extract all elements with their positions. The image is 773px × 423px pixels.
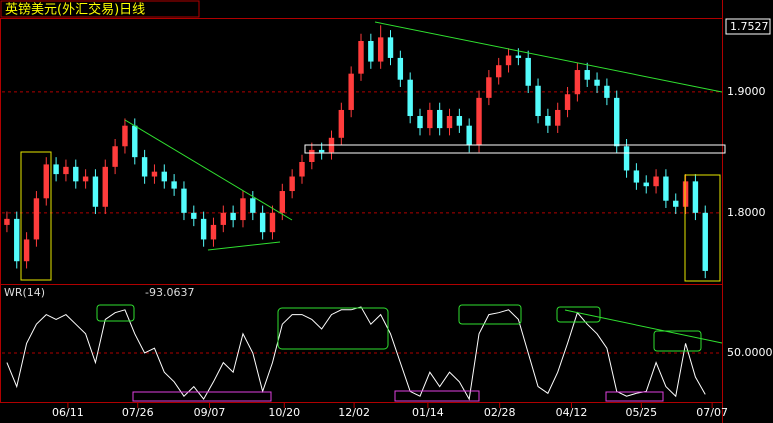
x-tick-label: 12/02	[338, 406, 370, 419]
candle-body	[545, 116, 551, 126]
wr-value: -93.0637	[145, 286, 194, 299]
candle-body	[397, 57, 404, 80]
candle-body	[23, 239, 30, 262]
candle-body	[112, 146, 118, 167]
y-tick-label: 50.0000	[727, 346, 773, 359]
y-tick-label: 1.9000	[727, 85, 766, 98]
candle-body	[210, 224, 217, 240]
candle-body	[643, 182, 649, 187]
candle-body	[614, 97, 620, 147]
candle-body	[535, 85, 541, 117]
candle-body	[673, 200, 679, 207]
candle-body	[368, 40, 374, 62]
candle-body	[43, 164, 49, 199]
x-tick-label: 02/28	[484, 406, 516, 419]
x-tick-label: 05/25	[625, 406, 657, 419]
candle-body	[604, 85, 610, 98]
candle-body	[584, 70, 590, 80]
candle-body	[456, 116, 463, 126]
candle-body	[63, 166, 69, 175]
candle-body	[427, 109, 433, 129]
candle-body	[240, 198, 246, 221]
candle-body	[82, 176, 89, 182]
candle-body	[151, 171, 158, 177]
candle-body	[171, 181, 177, 189]
candle-body	[436, 109, 443, 129]
candle-body	[692, 181, 699, 213]
candle-body	[269, 212, 276, 233]
candle-body	[623, 146, 630, 171]
candle-body	[387, 37, 394, 58]
candle-body	[132, 125, 138, 158]
candle-body	[191, 212, 197, 219]
candle-body	[702, 212, 708, 271]
candle-body	[318, 149, 325, 153]
candle-body	[161, 171, 167, 182]
candle-body	[220, 212, 227, 225]
candle-body	[4, 218, 10, 225]
candle-body	[417, 116, 423, 129]
candle-body	[122, 125, 128, 147]
candle-body	[574, 70, 581, 95]
wr-label: WR(14)	[4, 286, 45, 299]
candle-body	[348, 73, 354, 110]
candle-body	[279, 191, 286, 213]
candle-body	[141, 157, 148, 177]
candle-body	[476, 97, 482, 146]
candle-body	[377, 37, 384, 62]
x-tick-label: 10/20	[268, 406, 300, 419]
candle-body	[525, 57, 531, 86]
candle-body	[663, 176, 669, 201]
candle-body	[181, 188, 187, 213]
candle-body	[555, 109, 561, 126]
candle-body	[33, 198, 40, 240]
x-tick-label: 07/07	[696, 406, 728, 419]
candle-body	[505, 55, 512, 66]
candle-body	[92, 176, 99, 207]
candle-body	[564, 94, 571, 110]
candle-body	[682, 181, 689, 207]
candle-body	[446, 116, 453, 129]
candle-body	[73, 166, 79, 182]
candle-body	[200, 218, 207, 240]
candle-body	[407, 79, 413, 117]
candle-body	[289, 176, 295, 192]
candle-body	[653, 176, 659, 187]
candle-body	[14, 218, 20, 262]
candle-body	[102, 166, 108, 207]
candle-body	[299, 161, 305, 177]
candle-body	[466, 125, 472, 146]
chart-title: 英镑美元(外汇交易)日线	[5, 2, 145, 18]
candle-body	[309, 149, 315, 162]
candle-body	[53, 164, 59, 175]
candle-body	[633, 170, 640, 183]
last-price: 1.7527	[730, 20, 769, 33]
candle-body	[495, 65, 502, 78]
candle-body	[230, 212, 236, 221]
x-tick-label: 04/12	[556, 406, 588, 419]
x-tick-label: 09/07	[194, 406, 226, 419]
candle-body	[250, 198, 256, 213]
candle-body	[259, 212, 266, 233]
candle-body	[515, 55, 522, 58]
x-tick-label: 07/26	[122, 406, 154, 419]
y-tick-label: 1.8000	[727, 206, 766, 219]
annotations	[20, 21, 726, 402]
candle-body	[594, 79, 600, 86]
x-tick-label: 06/11	[52, 406, 84, 419]
candle-body	[338, 109, 345, 138]
candle-body	[358, 40, 364, 74]
candle-body	[486, 77, 492, 98]
x-tick-label: 01/14	[412, 406, 444, 419]
